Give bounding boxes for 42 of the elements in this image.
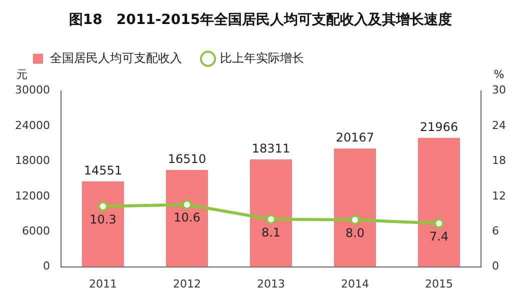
bar	[334, 148, 376, 267]
point	[182, 200, 192, 210]
y-tick-label: 24000	[14, 118, 50, 132]
x-tick-label: 2015	[425, 277, 453, 290]
legend-label: 全国居民人均可支配收入	[50, 50, 182, 65]
y2-tick-label: 18	[492, 154, 506, 168]
bar	[250, 159, 292, 267]
x-tick-label: 2011	[88, 277, 117, 290]
x-tick-label: 2012	[172, 277, 201, 290]
data-label: 16510	[168, 152, 206, 166]
bar	[166, 170, 208, 267]
data-label: 8.1	[261, 225, 281, 240]
y-tick-label: 30000	[14, 84, 50, 97]
data-label: 7.4	[429, 230, 449, 244]
point	[98, 201, 108, 212]
y-tick-label: 6000	[22, 224, 50, 238]
y-tick-label: 12000	[14, 189, 50, 202]
y2-axis-title: %	[494, 68, 504, 82]
data-label: 8.0	[345, 226, 365, 240]
y2-tick-label: 0	[492, 260, 500, 273]
chart-title: 图18 2011-2015年全国居民人均可支配收入及其增长速度	[68, 11, 452, 28]
legend-label: 比上年实际增长	[220, 50, 304, 65]
data-label: 20167	[336, 130, 374, 145]
bar	[418, 138, 460, 267]
data-label: 18311	[252, 142, 290, 156]
bar	[82, 181, 124, 267]
x-tick-label: 2014	[341, 277, 369, 290]
point	[266, 214, 276, 224]
y2-tick-label: 6	[492, 224, 500, 238]
data-label: 10.6	[174, 210, 200, 225]
y2-tick-label: 12	[492, 189, 506, 202]
point	[350, 214, 360, 225]
x-tick-label: 2013	[257, 277, 285, 290]
data-label: 10.3	[90, 212, 116, 226]
y-tick-label: 0	[42, 260, 50, 273]
data-label: 14551	[84, 164, 122, 178]
point	[434, 218, 444, 228]
y2-tick-label: 24	[492, 118, 506, 132]
y2-tick-label: 30	[492, 84, 506, 97]
y-axis-title: 元	[16, 68, 28, 82]
y-tick-label: 18000	[14, 154, 50, 168]
data-label: 21966	[420, 120, 458, 134]
